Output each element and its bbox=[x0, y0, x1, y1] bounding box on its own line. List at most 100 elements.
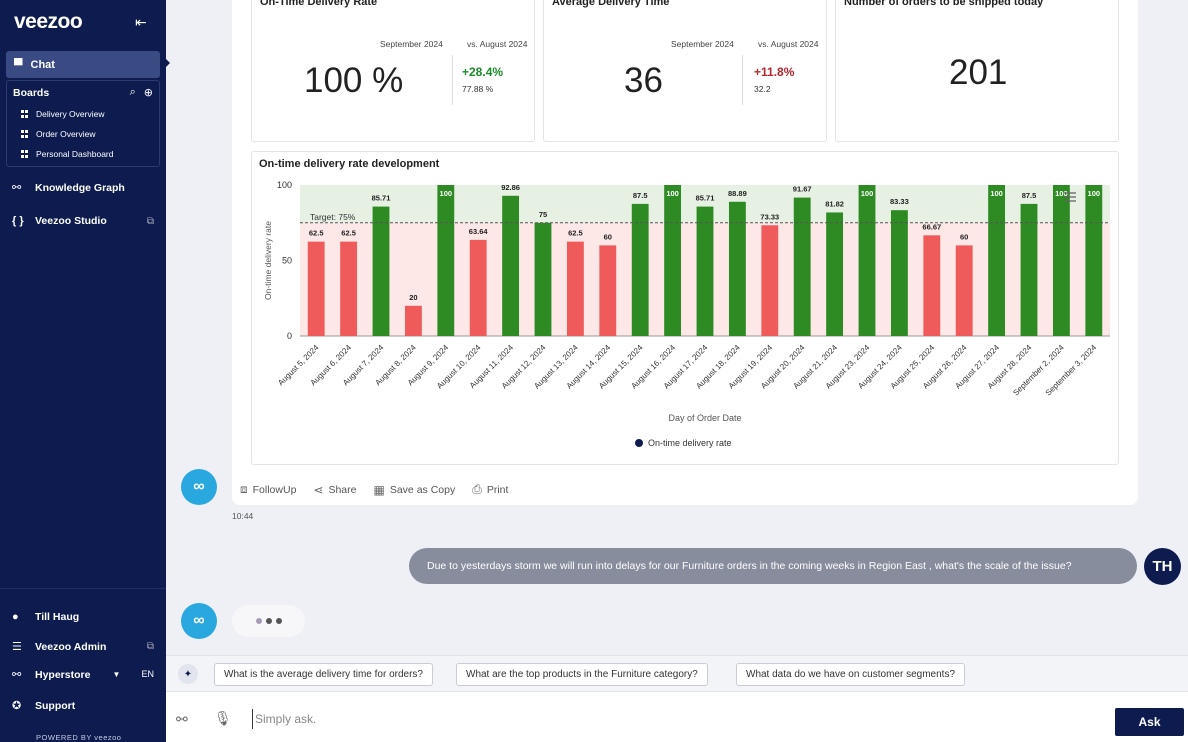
y-tick-label: 100 bbox=[277, 180, 292, 190]
answer-actions: ⧈ FollowUp ⋖ Share ▦ Save as Copy ⎙ Print bbox=[240, 482, 508, 497]
sidebar-item-veezoo-admin[interactable]: ☰ Veezoo Admin bbox=[12, 640, 107, 654]
data-label: 75 bbox=[539, 210, 547, 219]
chart-bar bbox=[761, 225, 779, 336]
save-copy-button[interactable]: ▦ Save as Copy bbox=[373, 482, 456, 497]
message-timestamp: 10:44 bbox=[232, 511, 254, 521]
data-label: 91.67 bbox=[793, 185, 812, 194]
sidebar-item-support[interactable]: ✪ Support bbox=[12, 699, 76, 713]
suggestion-chip[interactable]: What are the top products in the Furnitu… bbox=[456, 663, 708, 686]
chat-icon: ▀ bbox=[14, 57, 23, 72]
printer-icon: ⎙ bbox=[472, 482, 482, 496]
kpi-divider bbox=[452, 55, 453, 105]
share-button[interactable]: ⋖ Share bbox=[313, 482, 357, 497]
kpi-delta: +11.8% bbox=[754, 65, 795, 79]
kpi-orders-to-ship: Number of orders to be shipped today 201 bbox=[835, 0, 1119, 142]
sidebar-item-user[interactable]: ● Till Haug bbox=[12, 611, 80, 623]
ask-input[interactable] bbox=[252, 709, 852, 729]
y-tick-label: 50 bbox=[282, 256, 292, 266]
chart-bar bbox=[372, 206, 390, 336]
suggestion-chip[interactable]: What data do we have on customer segment… bbox=[736, 663, 966, 686]
chart-menu-icon[interactable] bbox=[1064, 192, 1076, 202]
ask-button[interactable]: Ask bbox=[1115, 708, 1184, 736]
code-braces-icon: { } bbox=[12, 215, 24, 227]
sidebar-item-knowledge-graph[interactable]: ⚯ Knowledge Graph bbox=[12, 181, 125, 195]
kpi-previous: 77.88 % bbox=[462, 84, 494, 94]
chart-bar bbox=[631, 203, 649, 336]
knowledge-graph-icon: ⚯ bbox=[12, 669, 22, 681]
data-label: 66.67 bbox=[922, 222, 941, 231]
boards-section: Boards ⌕ ⊕ Delivery Overview Order Overv… bbox=[6, 80, 160, 167]
legend-label: On-time delivery rate bbox=[648, 438, 732, 448]
board-grid-icon bbox=[21, 110, 29, 118]
target-label: Target: 75% bbox=[310, 212, 356, 222]
sidebar-divider bbox=[0, 588, 166, 589]
chart-bar bbox=[307, 241, 325, 336]
board-grid-icon: ▦ bbox=[373, 482, 385, 497]
knowledge-graph-icon[interactable]: ⚯ bbox=[176, 711, 188, 727]
data-label: 62.5 bbox=[568, 229, 583, 238]
data-label: 100 bbox=[861, 189, 874, 198]
kpi-average-delivery-time: Average Delivery Time September 2024 vs.… bbox=[543, 0, 827, 142]
data-label: 62.5 bbox=[309, 229, 324, 238]
chart-bar bbox=[340, 241, 358, 336]
kpi-compare: vs. August 2024 bbox=[758, 39, 819, 49]
data-label: 88.89 bbox=[728, 189, 747, 198]
chart-bar bbox=[534, 222, 552, 336]
external-link-icon[interactable]: ⧉ bbox=[146, 216, 154, 227]
kpi-compare: vs. August 2024 bbox=[467, 39, 528, 49]
data-label: 100 bbox=[440, 189, 453, 198]
x-axis-label: Day of Order Date bbox=[668, 413, 741, 423]
active-caret bbox=[165, 58, 170, 68]
kpi-value: 100 % bbox=[304, 61, 404, 100]
chart-bar bbox=[599, 245, 617, 336]
data-label: 92.86 bbox=[501, 183, 520, 192]
sidebar-item-chat[interactable]: ▀ Chat bbox=[6, 51, 160, 78]
data-label: 20 bbox=[409, 293, 417, 302]
data-label: 62.5 bbox=[341, 229, 356, 238]
data-label: 85.71 bbox=[696, 194, 715, 203]
data-label: 73.33 bbox=[760, 212, 779, 221]
sidebar-item-personal-dashboard[interactable]: Personal Dashboard bbox=[21, 149, 114, 159]
followup-button[interactable]: ⧈ FollowUp bbox=[240, 482, 297, 496]
data-label: 100 bbox=[666, 189, 679, 198]
chart-bar bbox=[404, 305, 422, 336]
lifebuoy-icon: ✪ bbox=[12, 700, 22, 712]
board-grid-icon bbox=[21, 150, 29, 158]
sidebar-item-veezoo-studio[interactable]: { } Veezoo Studio bbox=[12, 215, 107, 227]
sidebar-item-order-overview[interactable]: Order Overview bbox=[21, 129, 96, 139]
data-label: 83.33 bbox=[890, 197, 909, 206]
kpi-delta: +28.4% bbox=[462, 65, 504, 79]
board-grid-icon bbox=[21, 130, 29, 138]
data-label: 100 bbox=[1055, 189, 1068, 198]
sidebar-item-delivery-overview[interactable]: Delivery Overview bbox=[21, 109, 105, 119]
kpi-period: September 2024 bbox=[380, 39, 443, 49]
ask-bar: ⚯ 🎙 Ask bbox=[166, 691, 1188, 742]
veezoo-avatar-icon: ∞ bbox=[181, 603, 217, 639]
veezoo-logo: veezoo bbox=[14, 10, 83, 33]
language-selector[interactable]: EN bbox=[141, 669, 154, 679]
search-boards-icon[interactable]: ⌕ bbox=[129, 86, 136, 98]
user-message: Due to yesterdays storm we will run into… bbox=[409, 548, 1137, 584]
data-label: 81.82 bbox=[825, 199, 844, 208]
suggestions-bar: ✦ What is the average delivery time for … bbox=[166, 655, 1188, 691]
chart-bar bbox=[1020, 203, 1038, 336]
external-link-icon[interactable]: ⧉ bbox=[146, 641, 154, 652]
data-label: 100 bbox=[1088, 189, 1101, 198]
chart-bar bbox=[1052, 185, 1070, 336]
followup-icon: ⧈ bbox=[240, 482, 248, 496]
knowledge-graph-icon: ⚯ bbox=[12, 182, 22, 194]
chart-bar bbox=[1085, 185, 1103, 336]
print-button[interactable]: ⎙ Print bbox=[472, 482, 509, 496]
kpi-on-time-delivery: On-Time Delivery Rate September 2024 vs.… bbox=[251, 0, 535, 142]
y-axis-label: On-time delivery rate bbox=[263, 221, 273, 300]
sidebar-item-workspace[interactable]: ⚯ Hyperstore ▼ bbox=[12, 668, 121, 682]
data-label: 100 bbox=[990, 189, 1003, 198]
microphone-icon[interactable]: 🎙 bbox=[214, 710, 232, 726]
suggestion-chip[interactable]: What is the average delivery time for or… bbox=[214, 663, 433, 686]
chart-bar bbox=[923, 235, 941, 336]
add-board-icon[interactable]: ⊕ bbox=[143, 87, 153, 99]
veezoo-avatar-icon: ∞ bbox=[181, 469, 217, 505]
data-label: 60 bbox=[960, 232, 968, 241]
collapse-sidebar-icon[interactable]: ⇤ bbox=[135, 14, 147, 30]
kpi-value: 36 bbox=[624, 61, 663, 100]
